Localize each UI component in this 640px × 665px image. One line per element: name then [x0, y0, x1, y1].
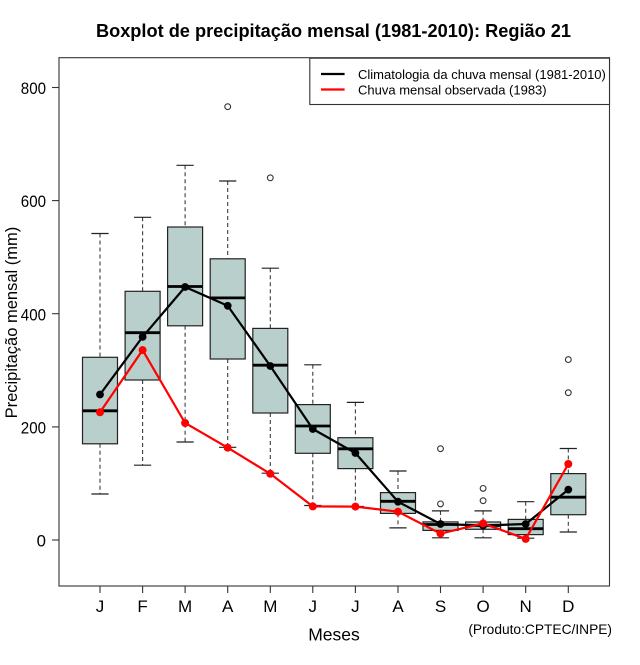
svg-text:400: 400 [21, 305, 46, 324]
svg-text:F: F [137, 597, 147, 616]
svg-text:800: 800 [21, 79, 46, 98]
svg-text:J: J [351, 597, 360, 616]
svg-text:J: J [309, 597, 318, 616]
svg-text:J: J [96, 597, 105, 616]
svg-text:Climatologia da chuva mensal (: Climatologia da chuva mensal (1981-2010) [358, 67, 606, 82]
svg-text:A: A [392, 597, 404, 616]
svg-text:0: 0 [37, 532, 46, 551]
svg-text:200: 200 [21, 419, 46, 438]
svg-text:(Produto:CPTEC/INPE): (Produto:CPTEC/INPE) [468, 622, 612, 637]
svg-text:D: D [562, 597, 574, 616]
svg-text:Chuva mensal observada (1983): Chuva mensal observada (1983) [358, 82, 547, 97]
svg-text:O: O [476, 597, 489, 616]
svg-text:Precipitação mensal (mm): Precipitação mensal (mm) [3, 227, 21, 419]
svg-text:N: N [520, 597, 532, 616]
svg-text:A: A [222, 597, 234, 616]
svg-text:M: M [178, 597, 192, 616]
svg-text:S: S [435, 597, 446, 616]
svg-text:M: M [263, 597, 277, 616]
svg-text:Boxplot de precipitação mensal: Boxplot de precipitação mensal (1981-201… [96, 21, 571, 41]
svg-text:Meses: Meses [308, 625, 360, 645]
svg-text:600: 600 [21, 192, 46, 211]
